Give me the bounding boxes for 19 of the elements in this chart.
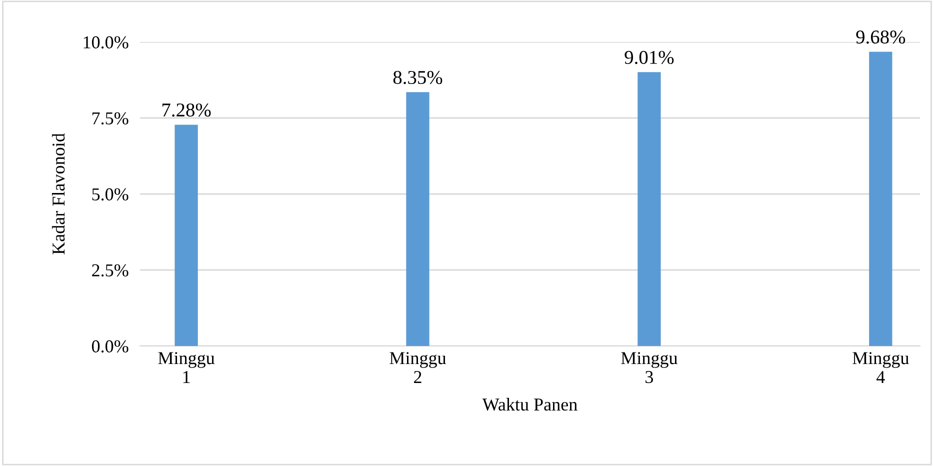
x-tick-label: Minggu 4: [852, 352, 909, 383]
bar: [406, 92, 430, 346]
y-tick-label: 2.5%: [92, 264, 128, 277]
bar: [638, 72, 661, 346]
data-label: 9.68%: [856, 30, 906, 44]
y-tick-label: 0.0%: [92, 340, 128, 353]
y-axis-title: Kadar Flavonoid: [52, 133, 65, 254]
y-tick-label: 7.5%: [92, 112, 128, 125]
y-tick-label: 5.0%: [92, 188, 128, 201]
bar: [869, 52, 892, 346]
data-label: 7.28%: [162, 103, 211, 117]
bar: [174, 124, 198, 346]
x-tick-label: Minggu 3: [621, 352, 678, 384]
data-label: 9.01%: [624, 50, 674, 64]
x-axis-title: Waktu Panen: [482, 398, 578, 411]
y-tick-label: 10.0%: [84, 36, 128, 49]
x-tick-label: Minggu 1: [158, 352, 215, 383]
x-tick-label: Minggu 2: [390, 352, 446, 383]
data-label: 8.35%: [393, 70, 442, 84]
